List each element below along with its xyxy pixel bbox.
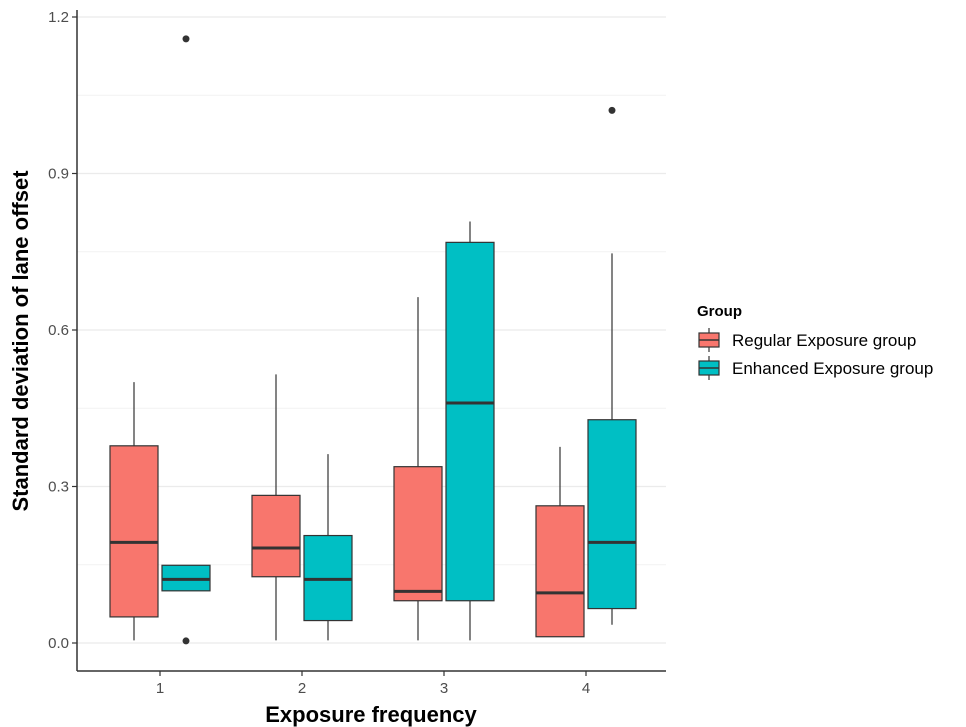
axes [76,10,666,672]
y-axis-title: Standard deviation of lane offset [8,170,33,512]
box-groups [109,35,637,645]
outlier-point [182,35,190,43]
y-tick-label: 0.9 [48,166,69,183]
x-tick-label: 3 [440,680,448,697]
x-tick-label: 1 [156,680,164,697]
legend-item: Enhanced Exposure group [698,356,933,380]
box-iqr [587,419,637,610]
y-tick-label: 0.0 [48,635,69,652]
x-tick-label: 4 [582,680,590,697]
box-iqr [445,241,495,602]
legend-title: Group [697,303,742,320]
box-regular-3 [393,297,443,641]
x-axis-title: Exposure frequency [265,702,477,727]
x-ticks: 1 2 3 4 [156,671,590,697]
box-iqr [393,466,443,602]
legend-label: Regular Exposure group [732,331,916,350]
box-regular-4 [535,446,585,638]
legend-item: Regular Exposure group [698,328,916,352]
box-enhanced-1 [161,35,211,645]
box-iqr [251,494,301,578]
box-regular-1 [109,382,159,641]
legend: Group Regular Exposure group Enhanced Exp… [697,303,933,380]
box-enhanced-3 [445,221,495,641]
grid-lines [77,16,666,644]
box-enhanced-4 [587,106,637,625]
x-tick-label: 2 [298,680,306,697]
outlier-point [182,637,190,645]
y-tick-label: 0.3 [48,479,69,496]
outlier-point [608,106,616,114]
box-enhanced-2 [303,454,353,641]
y-tick-label: 0.6 [48,322,69,339]
y-ticks: 0.0 0.3 0.6 0.9 1.2 [48,9,77,652]
legend-label: Enhanced Exposure group [732,359,933,378]
box-iqr [535,505,585,638]
box-iqr [109,445,159,618]
y-tick-label: 1.2 [48,9,69,26]
box-regular-2 [251,374,301,641]
